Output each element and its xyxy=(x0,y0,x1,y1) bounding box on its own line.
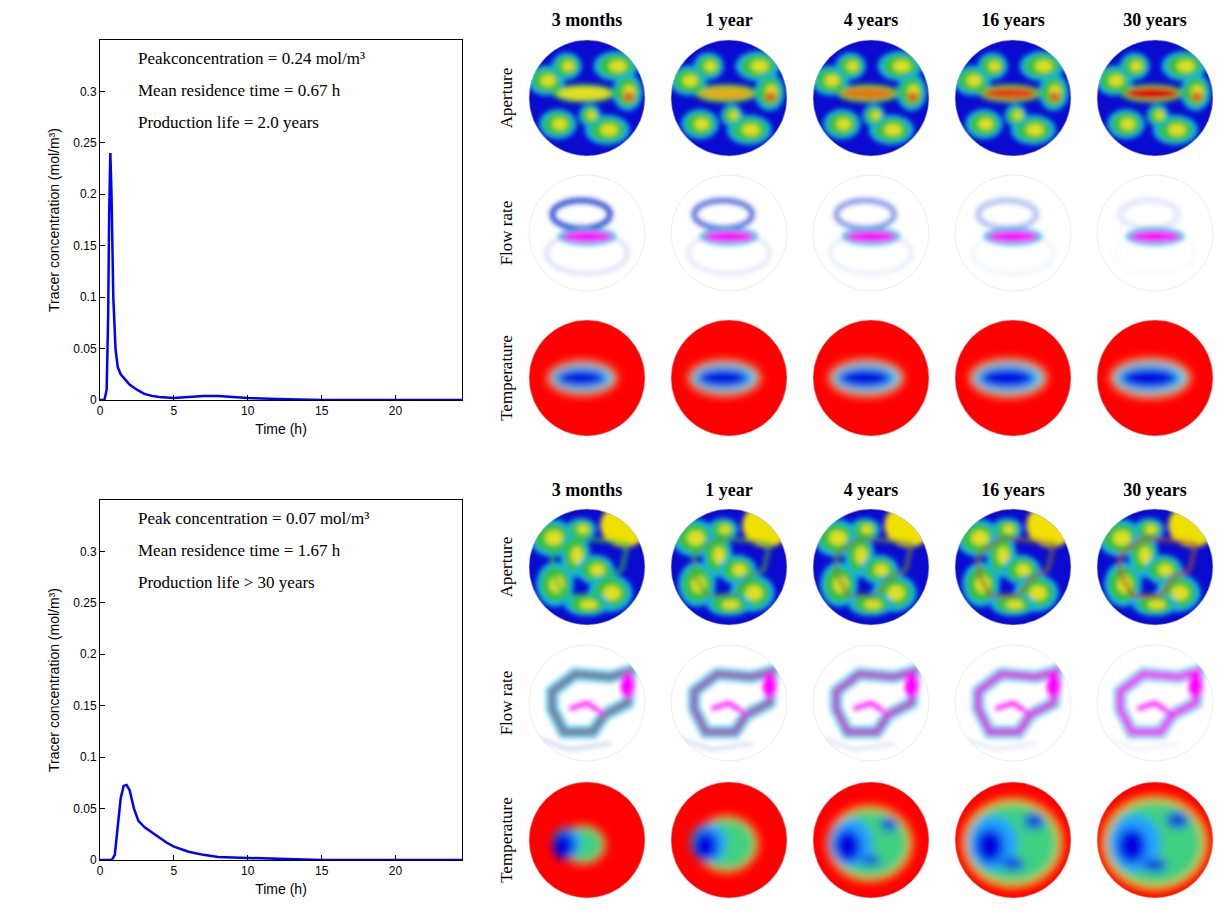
svg-text:Tracer concentration (mol/m³): Tracer concentration (mol/m³) xyxy=(46,128,62,312)
svg-text:0: 0 xyxy=(97,404,104,418)
svg-text:30 years: 30 years xyxy=(1123,480,1186,500)
svg-text:Peakconcentration = 0.24 mol/m: Peakconcentration = 0.24 mol/m³ xyxy=(138,49,365,68)
svg-text:0.1: 0.1 xyxy=(80,750,97,764)
svg-text:0.3: 0.3 xyxy=(80,545,97,559)
svg-text:Time (h): Time (h) xyxy=(255,421,307,437)
svg-text:3 months: 3 months xyxy=(552,10,623,30)
svg-text:Flow rate: Flow rate xyxy=(497,201,516,266)
svg-text:15: 15 xyxy=(315,404,329,418)
svg-text:Production life = 2.0 years: Production life = 2.0 years xyxy=(138,113,319,132)
svg-text:Peak concentration = 0.07 mol/: Peak concentration = 0.07 mol/m³ xyxy=(138,509,369,528)
svg-text:Aperture: Aperture xyxy=(497,68,516,128)
svg-text:0: 0 xyxy=(90,393,97,407)
svg-text:30 years: 30 years xyxy=(1123,10,1186,30)
svg-text:0: 0 xyxy=(90,853,97,867)
svg-text:Flow rate: Flow rate xyxy=(497,671,516,736)
svg-text:0.3: 0.3 xyxy=(80,85,97,99)
svg-text:3 months: 3 months xyxy=(552,480,623,500)
svg-text:0.15: 0.15 xyxy=(73,239,97,253)
svg-text:0.1: 0.1 xyxy=(80,290,97,304)
svg-text:20: 20 xyxy=(389,864,403,878)
svg-text:0.25: 0.25 xyxy=(73,596,97,610)
svg-text:Mean residence time = 0.67 h: Mean residence time = 0.67 h xyxy=(138,81,341,100)
svg-text:5: 5 xyxy=(171,864,178,878)
svg-text:4 years: 4 years xyxy=(844,10,898,30)
svg-text:Production life > 30 years: Production life > 30 years xyxy=(138,573,315,592)
svg-text:0.25: 0.25 xyxy=(73,136,97,150)
svg-text:15: 15 xyxy=(315,864,329,878)
svg-text:Aperture: Aperture xyxy=(497,537,516,597)
svg-text:4 years: 4 years xyxy=(844,480,898,500)
svg-text:5: 5 xyxy=(171,404,178,418)
svg-text:0.2: 0.2 xyxy=(80,187,97,201)
svg-text:1 year: 1 year xyxy=(705,480,752,500)
svg-text:Temperature: Temperature xyxy=(497,797,516,883)
svg-text:10: 10 xyxy=(241,404,255,418)
svg-text:1 year: 1 year xyxy=(705,10,752,30)
svg-text:0.05: 0.05 xyxy=(73,802,97,816)
svg-text:0.05: 0.05 xyxy=(73,342,97,356)
svg-text:Mean residence time = 1.67 h: Mean residence time = 1.67 h xyxy=(138,541,341,560)
svg-text:20: 20 xyxy=(389,404,403,418)
svg-text:16 years: 16 years xyxy=(981,10,1044,30)
svg-text:0.2: 0.2 xyxy=(80,647,97,661)
svg-text:16 years: 16 years xyxy=(981,480,1044,500)
svg-text:Temperature: Temperature xyxy=(497,335,516,421)
svg-text:0: 0 xyxy=(97,864,104,878)
svg-text:10: 10 xyxy=(241,864,255,878)
svg-text:0.15: 0.15 xyxy=(73,699,97,713)
svg-text:Time (h): Time (h) xyxy=(255,881,307,897)
svg-text:Tracer concentration (mol/m³): Tracer concentration (mol/m³) xyxy=(46,588,62,772)
